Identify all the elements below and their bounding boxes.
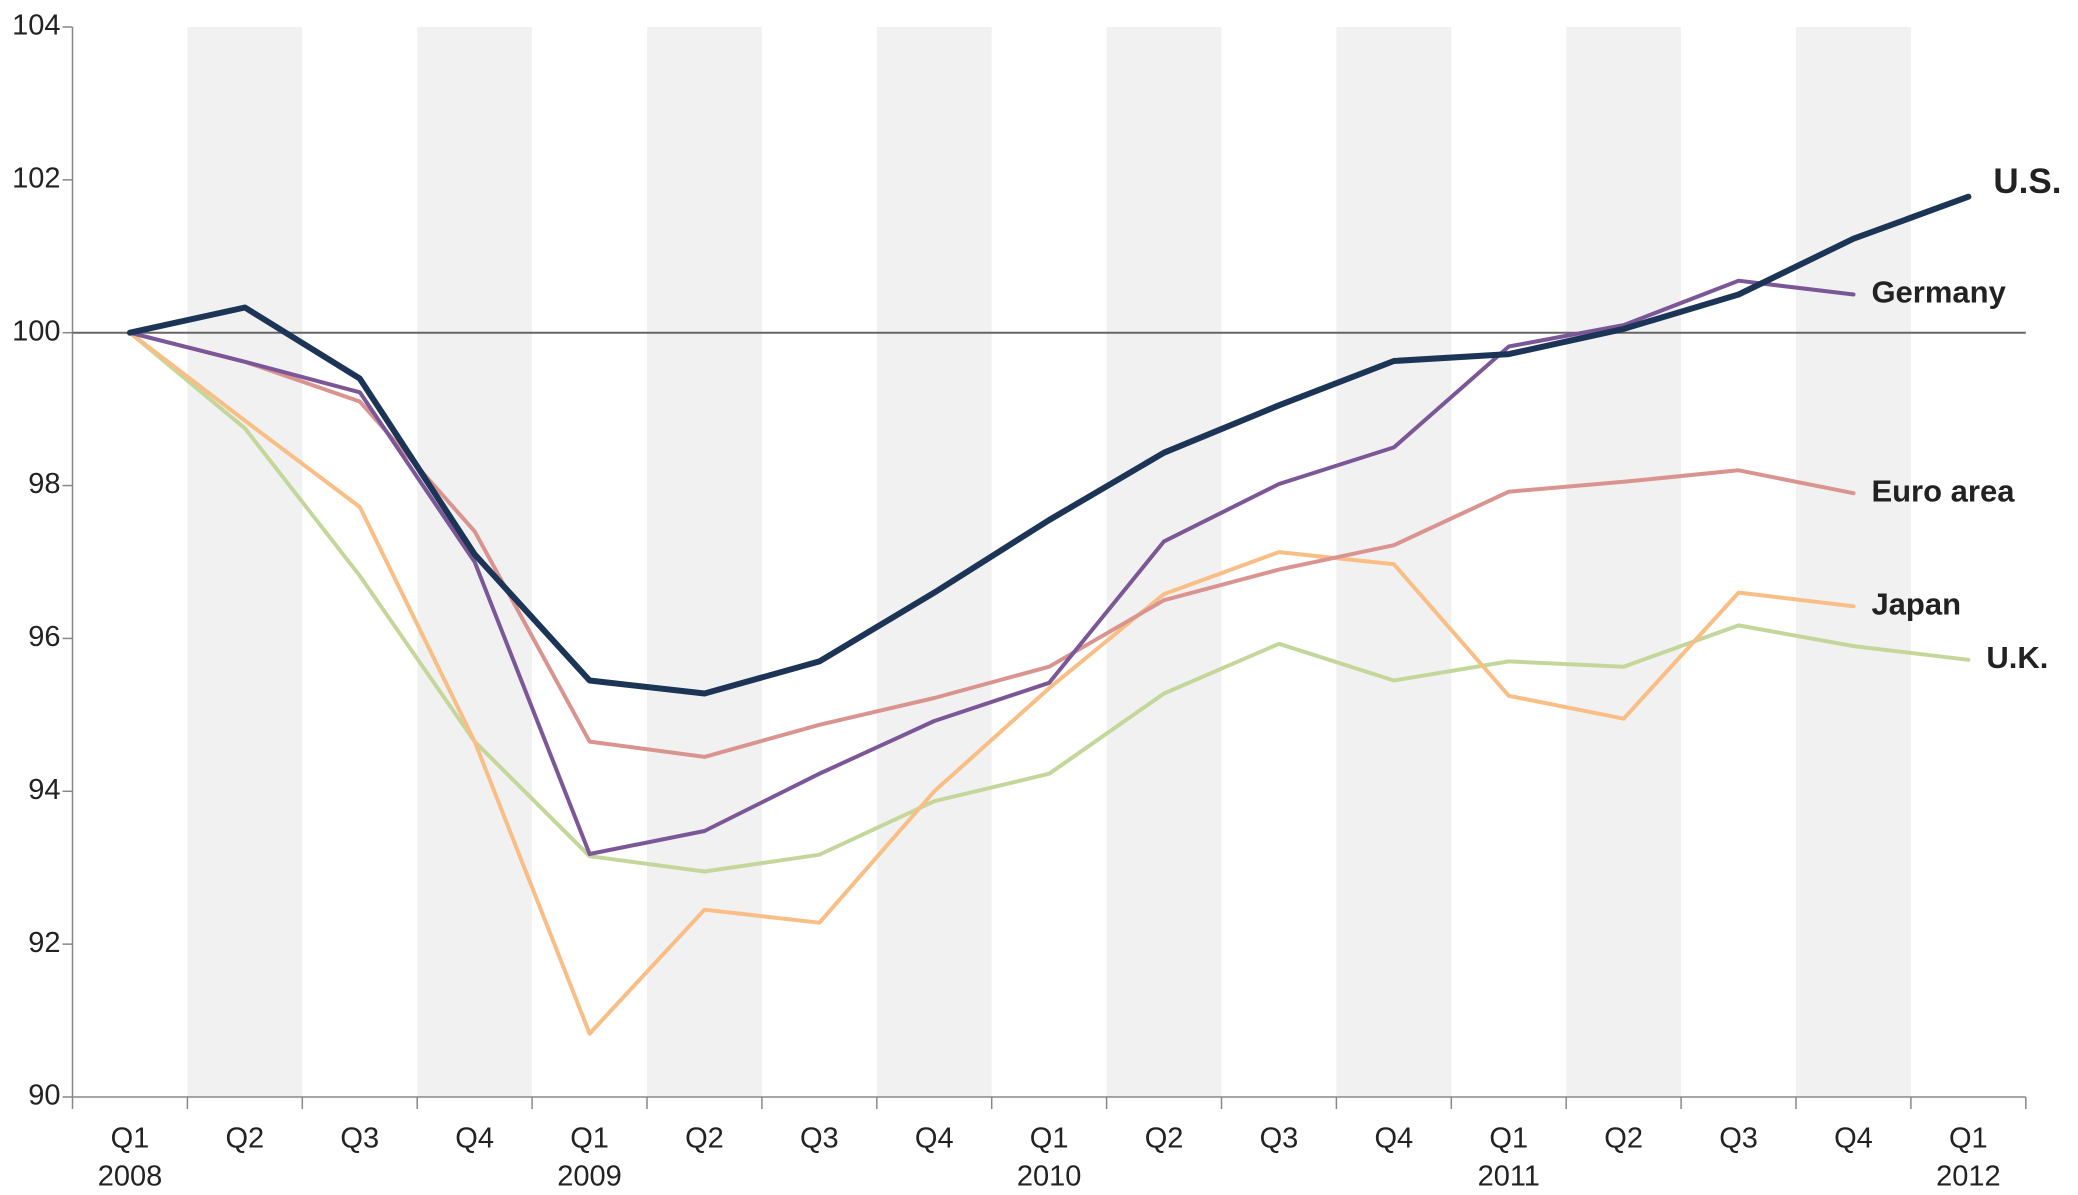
x-tick-label: Q4 — [455, 1123, 494, 1155]
band — [1796, 27, 1911, 1097]
x-year-label: 2009 — [557, 1161, 622, 1193]
y-tick-label: 94 — [28, 774, 60, 806]
y-tick-label: 104 — [12, 10, 60, 42]
x-year-label: 2011 — [1478, 1161, 1540, 1193]
x-tick-label: Q3 — [340, 1123, 379, 1155]
series-line — [127, 330, 1971, 874]
x-tick-label: Q2 — [1604, 1123, 1643, 1155]
series-label: U.K. — [1986, 640, 2048, 675]
x-tick-label: Q4 — [915, 1123, 954, 1155]
y-tick-label: 96 — [28, 621, 60, 653]
series-label: Japan — [1871, 587, 1961, 622]
x-tick-label: Q4 — [1375, 1123, 1414, 1155]
band — [1566, 27, 1682, 1097]
band — [1106, 27, 1222, 1097]
y-tick-label: 92 — [28, 927, 60, 959]
x-year-label: 2008 — [98, 1161, 163, 1193]
series-label: Euro area — [1871, 473, 2015, 508]
x-tick-label: Q3 — [800, 1123, 839, 1155]
x-tick-label: Q1 — [1489, 1123, 1528, 1155]
x-tick-label: Q3 — [1719, 1123, 1758, 1155]
x-tick-label: Q2 — [685, 1123, 724, 1155]
x-year-label: 2010 — [1017, 1161, 1082, 1193]
band — [876, 27, 992, 1097]
x-tick-label: Q4 — [1834, 1123, 1873, 1155]
x-tick-label: Q1 — [111, 1123, 150, 1155]
series-line — [126, 193, 1972, 697]
x-tick-label: Q3 — [1260, 1123, 1299, 1155]
band — [647, 27, 762, 1097]
y-tick-label: 90 — [28, 1080, 60, 1112]
series-label: Germany — [1871, 275, 2006, 310]
x-tick-label: Q1 — [570, 1123, 609, 1155]
x-tick-label: Q1 — [1949, 1123, 1988, 1155]
y-tick-label: 102 — [12, 163, 60, 195]
x-year-label: 2012 — [1936, 1161, 2001, 1193]
y-tick-label: 100 — [12, 315, 60, 347]
series-line — [127, 330, 1856, 1036]
x-tick-label: Q1 — [1030, 1123, 1069, 1155]
y-tick-label: 98 — [28, 468, 60, 500]
series-line — [127, 278, 1856, 856]
x-tick-label: Q2 — [1145, 1123, 1184, 1155]
band — [187, 27, 303, 1097]
x-tick-label: Q2 — [226, 1123, 265, 1155]
series-label: U.S. — [1993, 162, 2061, 201]
